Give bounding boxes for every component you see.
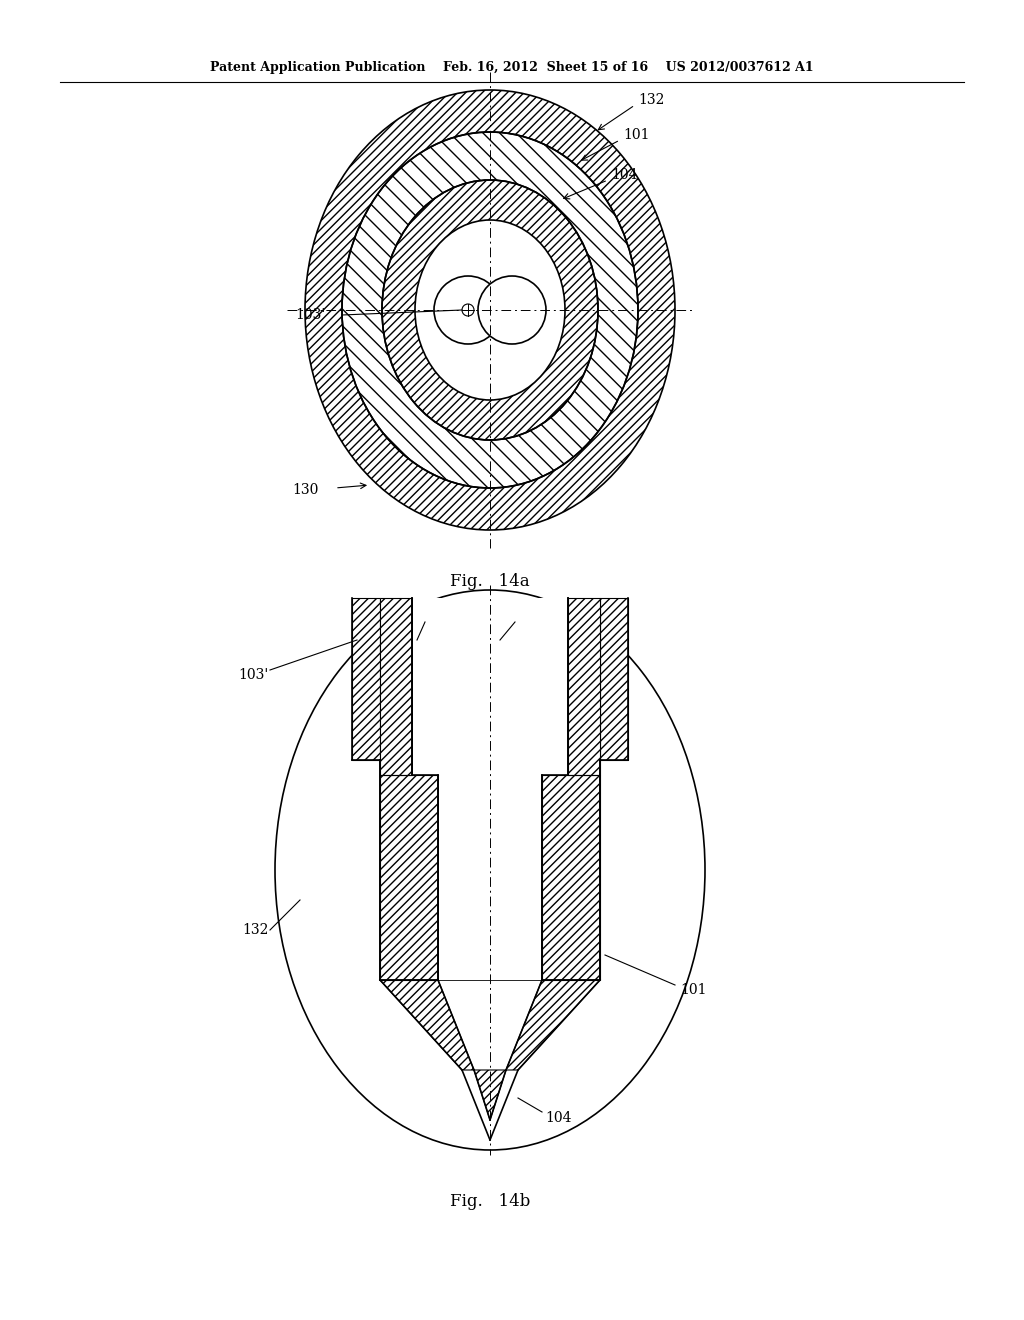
- Bar: [413, 599, 567, 775]
- Bar: [352, 598, 628, 760]
- Ellipse shape: [415, 220, 565, 400]
- Text: 101: 101: [400, 605, 427, 619]
- Text: 104: 104: [611, 168, 638, 182]
- Text: 132: 132: [242, 923, 268, 937]
- Text: 103': 103': [295, 308, 326, 322]
- Text: 104: 104: [545, 1111, 571, 1125]
- Bar: [412, 598, 568, 979]
- Circle shape: [462, 304, 474, 315]
- Bar: [600, 598, 628, 760]
- Bar: [542, 775, 600, 979]
- Circle shape: [478, 276, 546, 345]
- Text: 101: 101: [680, 983, 707, 997]
- Bar: [352, 598, 380, 760]
- Ellipse shape: [382, 180, 598, 440]
- Circle shape: [434, 276, 502, 345]
- Text: 132: 132: [638, 92, 665, 107]
- Bar: [568, 598, 600, 775]
- Bar: [568, 598, 600, 775]
- Bar: [380, 775, 438, 979]
- Text: 101: 101: [623, 128, 649, 143]
- Text: 109: 109: [510, 605, 537, 619]
- Text: Patent Application Publication    Feb. 16, 2012  Sheet 15 of 16    US 2012/00376: Patent Application Publication Feb. 16, …: [210, 62, 814, 74]
- Bar: [439, 776, 541, 979]
- Text: Fig.   14b: Fig. 14b: [450, 1193, 530, 1210]
- Text: 103': 103': [238, 668, 268, 682]
- Bar: [380, 598, 412, 775]
- Text: Fig.   14a: Fig. 14a: [451, 573, 529, 590]
- Bar: [380, 598, 412, 775]
- Ellipse shape: [342, 132, 638, 488]
- Text: 130: 130: [292, 483, 318, 498]
